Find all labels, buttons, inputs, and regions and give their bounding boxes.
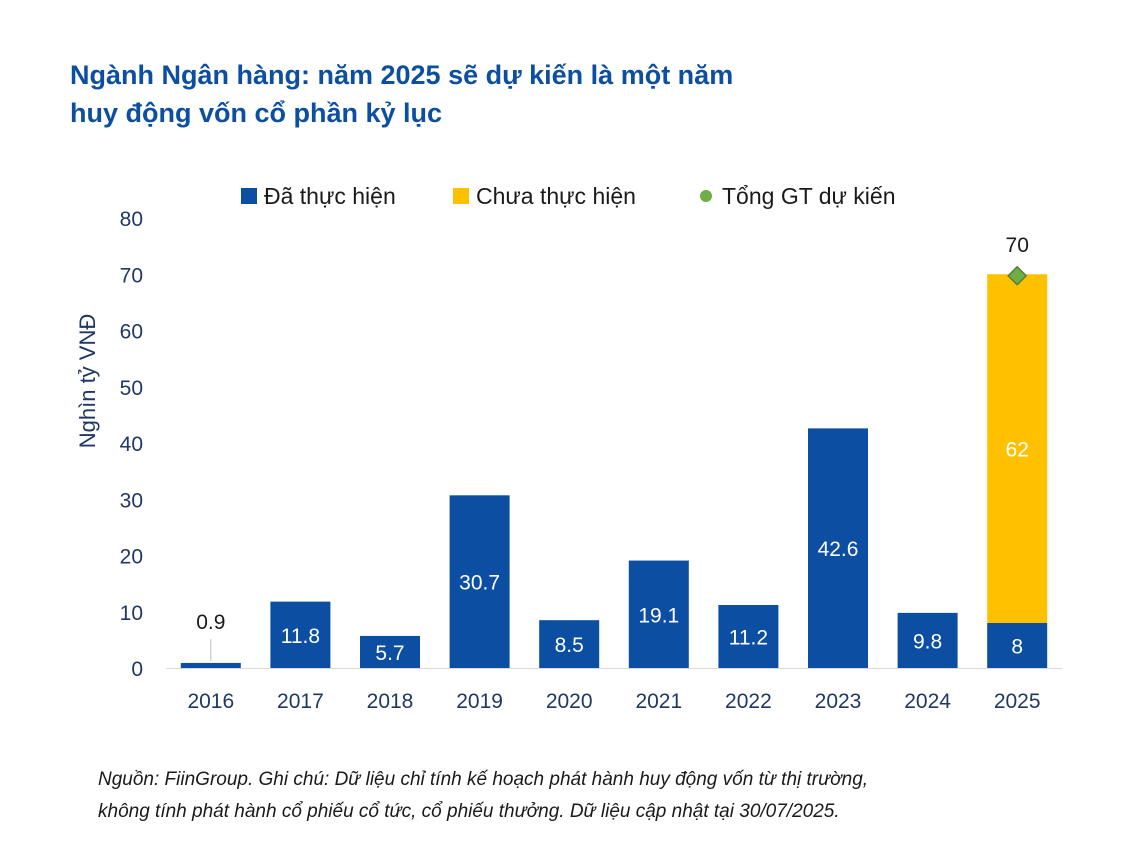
bar-da-thuc-hien — [449, 495, 510, 668]
x-tick-label: 2024 — [904, 690, 951, 713]
source-note-line-1: Nguồn: FiinGroup. Ghi chú: Dữ liệu chỉ t… — [98, 769, 869, 790]
bar-da-thuc-hien — [360, 635, 420, 668]
x-tick-label: 2021 — [635, 690, 682, 713]
legend-marker-tong-gt — [700, 190, 712, 202]
x-tick-label: 2019 — [456, 690, 503, 713]
source-note: Nguồn: FiinGroup. Ghi chú: Dữ liệu chỉ t… — [98, 764, 868, 828]
y-tick-label: 60 — [120, 321, 143, 344]
y-tick-label: 50 — [120, 377, 143, 400]
y-tick-label: 70 — [120, 264, 143, 287]
legend-label-chua-thuc-hien: Chưa thực hiện — [476, 183, 636, 209]
bar-da-thuc-hien — [628, 560, 689, 668]
y-tick-label: 30 — [120, 489, 143, 512]
y-tick-label: 80 — [120, 208, 143, 231]
chart-title-line-1: Ngành Ngân hàng: năm 2025 sẽ dự kiến là … — [70, 60, 734, 90]
x-tick-label: 2022 — [725, 690, 772, 713]
bar-da-thuc-hien — [808, 428, 868, 668]
data-label: 11.2 — [729, 627, 768, 650]
data-label: 5.7 — [375, 642, 404, 665]
data-label: 0.9 — [196, 611, 225, 634]
y-tick-label: 40 — [120, 433, 143, 456]
chart-title: Ngành Ngân hàng: năm 2025 sẽ dự kiến là … — [70, 56, 733, 132]
bar-chua-thuc-hien — [987, 274, 1048, 623]
legend-swatch-da-thuc-hien — [241, 188, 257, 204]
bar-da-thuc-hien — [987, 623, 1048, 668]
bar-da-thuc-hien — [180, 662, 241, 668]
y-tick-label: 10 — [120, 602, 143, 625]
x-tick-label: 2018 — [367, 690, 414, 713]
data-label: 62 — [1006, 439, 1029, 462]
data-label: 8 — [1011, 636, 1023, 659]
x-tick-label: 2025 — [994, 690, 1041, 713]
y-tick-label: 20 — [120, 546, 143, 569]
bar-da-thuc-hien — [539, 620, 600, 668]
total-marker — [1007, 265, 1028, 286]
x-tick-label: 2023 — [815, 690, 862, 713]
x-tick-label: 2017 — [277, 690, 324, 713]
x-tick-label: 2020 — [546, 690, 593, 713]
data-label: 42.6 — [818, 538, 859, 561]
chart-title-line-2: huy động vốn cổ phần kỷ lục — [70, 98, 443, 128]
y-tick-label: 0 — [131, 658, 143, 681]
data-label: 8.5 — [555, 634, 584, 657]
data-label: 9.8 — [913, 630, 942, 653]
x-tick-label: 2016 — [187, 690, 234, 713]
bar-da-thuc-hien — [270, 601, 331, 668]
data-label: 11.8 — [281, 625, 320, 648]
data-label: 30.7 — [459, 572, 500, 595]
legend-label-da-thuc-hien: Đã thực hiện — [264, 183, 396, 209]
total-label: 70 — [1006, 234, 1029, 257]
source-note-line-2: không tính phát hành cổ phiếu cổ tức, cổ… — [98, 801, 840, 822]
bar-chart: 0 10 20 30 40 50 60 70 80 Nghìn tỷ VNĐ 2016 2017 201… — [75, 183, 1062, 713]
bar-da-thuc-hien — [897, 612, 958, 668]
legend-swatch-chua-thuc-hien — [453, 188, 469, 204]
legend-label-tong-gt: Tổng GT dự kiến — [722, 183, 896, 209]
y-axis-title: Nghìn tỷ VNĐ — [75, 314, 100, 449]
data-label: 19.1 — [638, 604, 679, 627]
bar-da-thuc-hien — [718, 605, 779, 668]
